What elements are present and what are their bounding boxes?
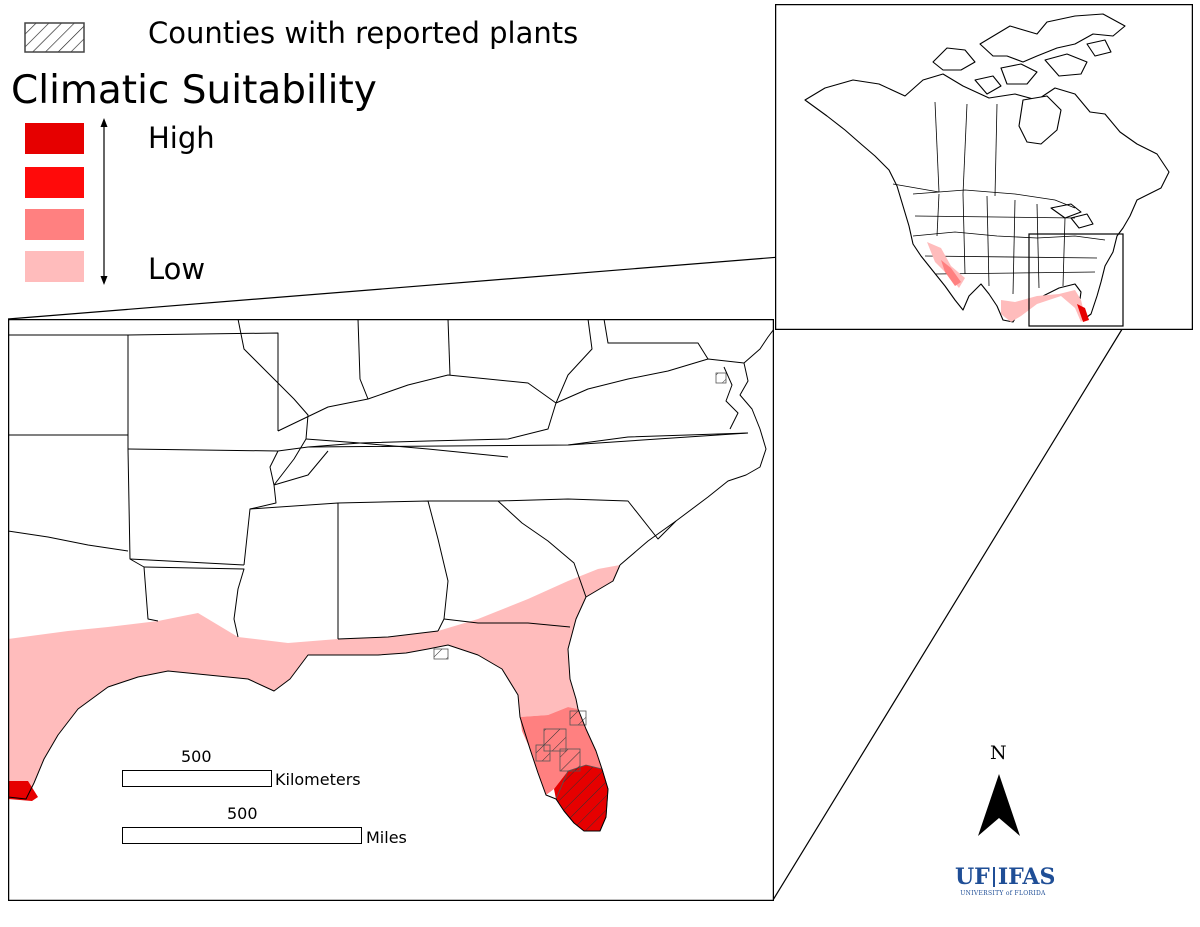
north-america-inset-map <box>775 4 1193 330</box>
logo-ifas-text: IFAS <box>997 864 1056 890</box>
gradient-arrow-icon <box>100 118 108 285</box>
scale-mi-value: 500 <box>227 804 258 823</box>
scale-km-unit: Kilometers <box>275 770 361 789</box>
logo-uf-text: UF <box>955 864 990 890</box>
scale-mi-bar <box>122 827 362 844</box>
swatch-medium-high <box>25 167 84 198</box>
zoom-extent-rectangle <box>1028 233 1124 327</box>
high-label: High <box>148 121 215 155</box>
scale-km-value: 500 <box>181 747 212 766</box>
scale-mi-unit: Miles <box>366 828 407 847</box>
swatch-medium-low <box>25 209 84 240</box>
scale-km-bar <box>122 770 272 787</box>
low-label: Low <box>148 252 206 286</box>
reported-plants-label: Counties with reported plants <box>148 16 579 50</box>
logo-university-text: UNIVERSITY of FLORIDA <box>960 890 1046 897</box>
hatch-swatch <box>24 22 85 53</box>
north-label: N <box>990 742 1007 764</box>
swatch-low <box>25 251 84 282</box>
legend-title: Climatic Suitability <box>11 68 377 113</box>
swatch-high <box>25 123 84 154</box>
north-arrow-icon <box>978 774 1020 836</box>
southeast-us-map <box>8 319 774 901</box>
ufifas-logo: UF IFAS UNIVERSITY of FLORIDA <box>955 864 1055 897</box>
